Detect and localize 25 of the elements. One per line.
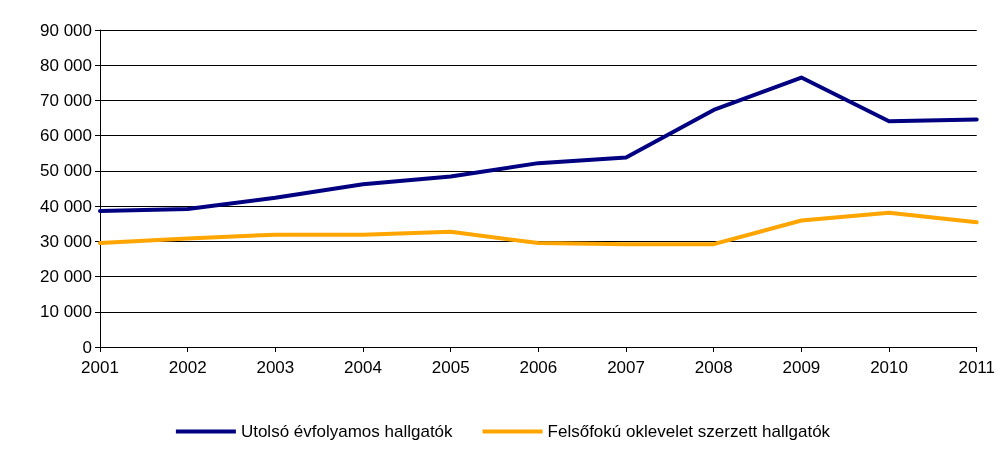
line-series bbox=[98, 210, 979, 247]
y-tick-label: 90 000 bbox=[40, 20, 92, 40]
y-tick-label: 0 bbox=[82, 337, 92, 357]
x-tick-label: 2002 bbox=[168, 358, 207, 377]
y-tick-label: 30 000 bbox=[40, 231, 92, 251]
x-tick-label: 2006 bbox=[519, 358, 558, 377]
y-tick-label: 60 000 bbox=[40, 126, 92, 146]
y-tick-label: 20 000 bbox=[40, 267, 92, 287]
legend-label: Felsőfokú oklevelet szerzett hallgatók bbox=[547, 422, 831, 441]
x-tick-label: 2010 bbox=[870, 358, 908, 377]
y-tick-label: 50 000 bbox=[40, 161, 92, 181]
legend-label: Utolsó évfolyamos hallgatók bbox=[240, 422, 454, 441]
x-tick-label: 2009 bbox=[782, 358, 821, 377]
x-tick-label: 2005 bbox=[431, 358, 470, 377]
x-tick-label: 2007 bbox=[607, 358, 645, 377]
y-tick-label: 40 000 bbox=[40, 196, 92, 216]
y-tick-label: 80 000 bbox=[40, 55, 92, 75]
x-tick-label: 2011 bbox=[958, 358, 995, 377]
x-tick-label: 2001 bbox=[81, 358, 119, 377]
x-tick-label: 2004 bbox=[344, 358, 382, 377]
line-series bbox=[98, 75, 979, 214]
y-tick-label: 10 000 bbox=[40, 302, 92, 322]
y-tick-label: 70 000 bbox=[40, 90, 92, 110]
x-tick-label: 2008 bbox=[694, 358, 733, 377]
x-tick-label: 2003 bbox=[256, 358, 295, 377]
